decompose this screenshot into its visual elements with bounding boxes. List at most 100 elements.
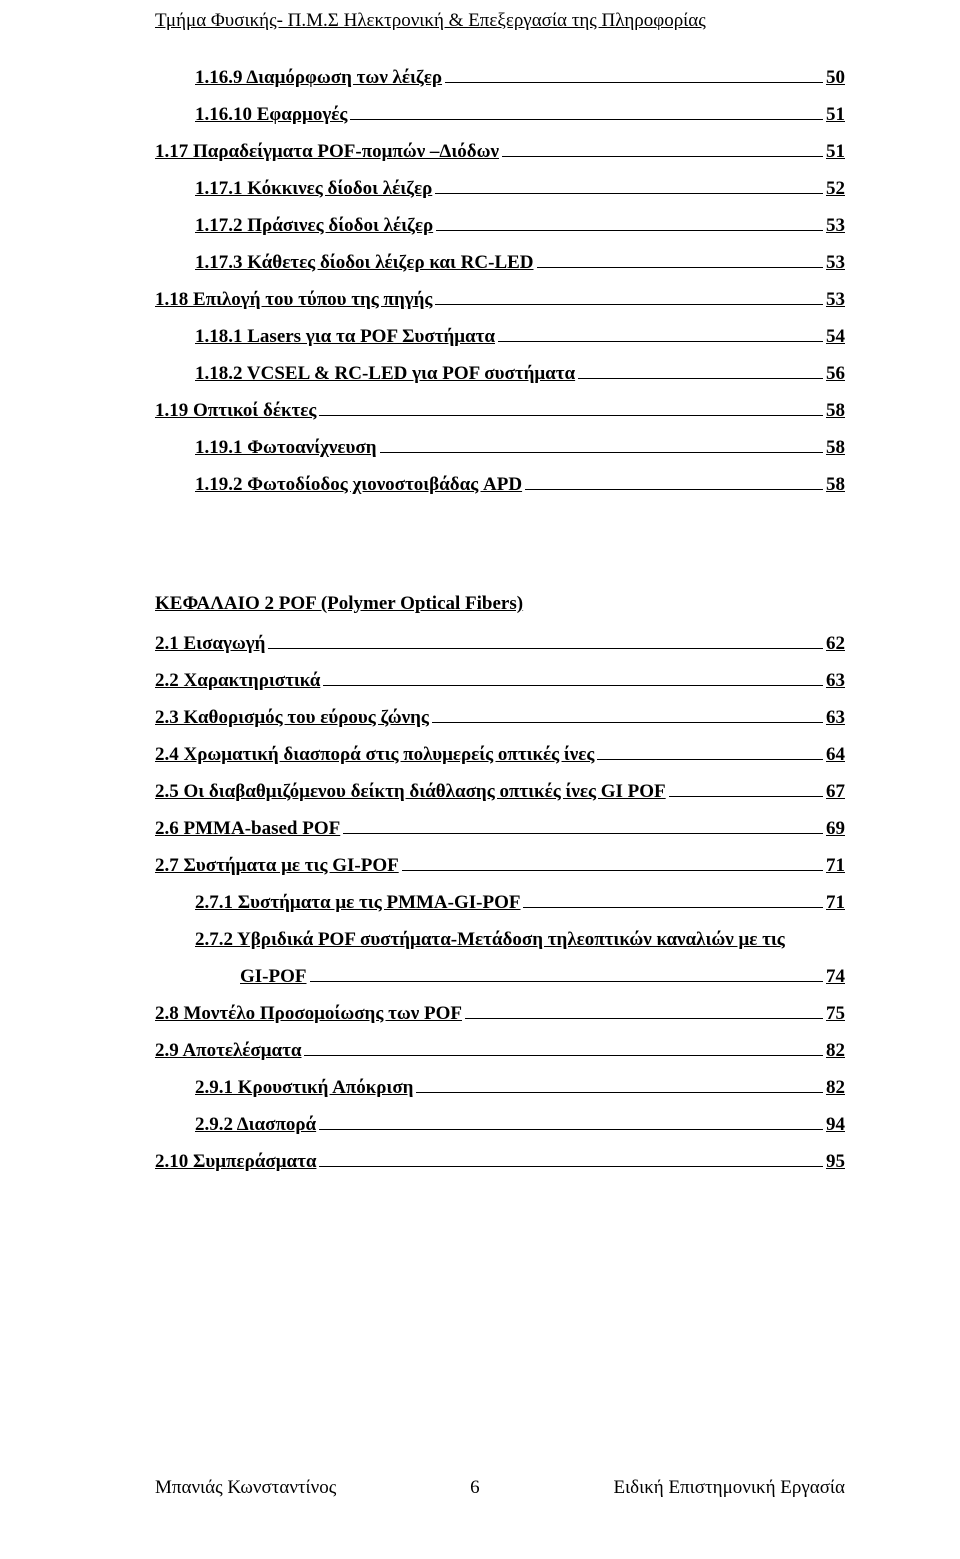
toc-section-3: 2.8 Μοντέλο Προσομοίωσης των POF 75 2.9 Απ… — [155, 1003, 845, 1173]
toc-entry: 2.7 Συστήματα με τις GI-POF 71 — [155, 855, 845, 877]
toc-page: 82 — [826, 1040, 845, 1062]
toc-entry: 1.19 Οπτικοί δέκτες 58 — [155, 400, 845, 422]
footer-center: 6 — [470, 1477, 480, 1499]
toc-entry: 2.9.1 Κρουστική Απόκριση 82 — [155, 1077, 845, 1099]
toc-entry: 2.8 Μοντέλο Προσομοίωσης των POF 75 — [155, 1003, 845, 1025]
toc-text: 1.18.2 VCSEL & RC-LED για POF συστήματα — [195, 363, 575, 385]
toc-page: 50 — [826, 67, 845, 89]
toc-leader — [502, 156, 823, 157]
toc-page: 51 — [826, 141, 845, 163]
toc-leader — [436, 230, 823, 231]
toc-leader — [669, 796, 823, 797]
toc-leader — [319, 1166, 823, 1167]
toc-entry: 2.3 Καθορισμός του εύρους ζώνης 63 — [155, 707, 845, 729]
toc-text: 2.9.2 Διασπορά — [195, 1114, 316, 1136]
toc-page: 95 — [826, 1151, 845, 1173]
toc-page: 58 — [826, 437, 845, 459]
spacer — [155, 511, 845, 553]
toc-page: 53 — [826, 215, 845, 237]
toc-entry: 2.4 Χρωματική διασπορά στις πολυμερείς ο… — [155, 744, 845, 766]
toc-leader — [435, 193, 823, 194]
toc-text: 2.4 Χρωματική διασπορά στις πολυμερείς ο… — [155, 744, 594, 766]
toc-text: 2.9 Αποτελέσματα — [155, 1040, 301, 1062]
toc-leader — [445, 82, 823, 83]
page-header: Τμήμα Φυσικής- Π.Μ.Σ Ηλεκτρονική & Επεξε… — [155, 10, 845, 32]
toc-page: 64 — [826, 744, 845, 766]
toc-entry: 1.18 Επιλογή του τύπου της πηγής 53 — [155, 289, 845, 311]
toc-leader — [402, 870, 823, 871]
toc-entry: 2.7.1 Συστήματα με τις PMMA-GI-POF 71 — [155, 892, 845, 914]
toc-text: 2.5 Οι διαβαθμιζόμενου δείκτη διάθλασης … — [155, 781, 666, 803]
toc-entry: 1.19.2 Φωτοδίοδος χιονοστοιβάδας APD 58 — [155, 474, 845, 496]
chapter-2-title: ΚΕΦΑΛΑΙΟ 2 POF (Polymer Optical Fibers) — [155, 593, 845, 615]
toc-text: 1.19.1 Φωτοανίχνευση — [195, 437, 377, 459]
toc-page: 63 — [826, 707, 845, 729]
toc-leader — [343, 833, 823, 834]
toc-text: 2.8 Μοντέλο Προσομοίωσης των POF — [155, 1003, 462, 1025]
toc-entry: 1.19.1 Φωτοανίχνευση 58 — [155, 437, 845, 459]
toc-text: 2.6 PMMA-based POF — [155, 818, 340, 840]
toc-text: 2.9.1 Κρουστική Απόκριση — [195, 1077, 413, 1099]
toc-leader — [310, 981, 824, 982]
toc-entry-wrap: 2.7.2 Υβριδικά POF συστήματα-Μετάδοση τη… — [155, 929, 845, 951]
toc-entry: 1.18.2 VCSEL & RC-LED για POF συστήματα 5… — [155, 363, 845, 385]
toc-leader — [465, 1018, 823, 1019]
toc-leader — [380, 452, 823, 453]
toc-entry: 2.2 Χαρακτηριστικά63 — [155, 670, 845, 692]
toc-entry: 1.17.1 Κόκκινες δίοδοι λέιζερ 52 — [155, 178, 845, 200]
toc-leader — [432, 722, 823, 723]
toc-entry: 1.17 Παραδείγματα POF-πομπών –Διόδων51 — [155, 141, 845, 163]
toc-leader — [578, 378, 823, 379]
toc-leader — [350, 119, 823, 120]
toc-leader — [323, 685, 823, 686]
toc-text: 2.7.1 Συστήματα με τις PMMA-GI-POF — [195, 892, 520, 914]
toc-entry: 2.10 Συμπεράσματα95 — [155, 1151, 845, 1173]
toc-entry: 2.9.2 Διασπορά94 — [155, 1114, 845, 1136]
toc-entry: 2.5 Οι διαβαθμιζόμενου δείκτη διάθλασης … — [155, 781, 845, 803]
toc-page: 58 — [826, 400, 845, 422]
toc-text: 2.3 Καθορισμός του εύρους ζώνης — [155, 707, 429, 729]
toc-leader — [416, 1092, 823, 1093]
toc-text: 1.16.10 Εφαρμογές — [195, 104, 347, 126]
toc-text: 2.7 Συστήματα με τις GI-POF — [155, 855, 399, 877]
toc-entry: 1.16.10 Εφαρμογές51 — [155, 104, 845, 126]
toc-entry: 2.9 Αποτελέσματα 82 — [155, 1040, 845, 1062]
toc-text: 1.19 Οπτικοί δέκτες — [155, 400, 316, 422]
toc-section-2: 2.1 Εισαγωγή622.2 Χαρακτηριστικά632.3 Κα… — [155, 633, 845, 914]
toc-text: 2.2 Χαρακτηριστικά — [155, 670, 320, 692]
toc-page: 74 — [826, 966, 845, 988]
toc-entry: 2.6 PMMA-based POF 69 — [155, 818, 845, 840]
toc-leader — [523, 907, 823, 908]
toc-entry-wrap-cont: GI-POF 74 — [155, 966, 845, 988]
toc-page: 56 — [826, 363, 845, 385]
toc-page: 58 — [826, 474, 845, 496]
toc-entry: 1.18.1 Lasers για τα POF Συστήματα54 — [155, 326, 845, 348]
toc-page: 82 — [826, 1077, 845, 1099]
toc-text: GI-POF — [240, 966, 307, 988]
toc-text: 1.17.2 Πράσινες δίοδοι λέιζερ — [195, 215, 433, 237]
toc-text: 1.18 Επιλογή του τύπου της πηγής — [155, 289, 432, 311]
toc-entry: 1.16.9 Διαμόρφωση των λέιζερ50 — [155, 67, 845, 89]
toc-page: 52 — [826, 178, 845, 200]
toc-leader — [304, 1055, 823, 1056]
toc-page: 53 — [826, 289, 845, 311]
footer-right: Ειδική Επιστημονική Εργασία — [613, 1477, 845, 1499]
toc-text: 1.19.2 Φωτοδίοδος χιονοστοιβάδας APD — [195, 474, 522, 496]
toc-page: 75 — [826, 1003, 845, 1025]
toc-page: 69 — [826, 818, 845, 840]
toc-leader — [435, 304, 823, 305]
toc-text: 2.1 Εισαγωγή — [155, 633, 265, 655]
toc-entry: 1.17.2 Πράσινες δίοδοι λέιζερ 53 — [155, 215, 845, 237]
toc-page: 53 — [826, 252, 845, 274]
toc-leader — [319, 1129, 823, 1130]
page-footer: Μπανιάς Κωνσταντίνος 6 Ειδική Επιστημονι… — [155, 1477, 845, 1499]
toc-page: 67 — [826, 781, 845, 803]
toc-page: 71 — [826, 855, 845, 877]
footer-left: Μπανιάς Κωνσταντίνος — [155, 1477, 336, 1499]
toc-text: 1.18.1 Lasers για τα POF Συστήματα — [195, 326, 495, 348]
toc-page: 71 — [826, 892, 845, 914]
toc-leader — [268, 648, 823, 649]
toc-text: 1.17.1 Κόκκινες δίοδοι λέιζερ — [195, 178, 432, 200]
toc-page: 62 — [826, 633, 845, 655]
toc-leader — [319, 415, 823, 416]
